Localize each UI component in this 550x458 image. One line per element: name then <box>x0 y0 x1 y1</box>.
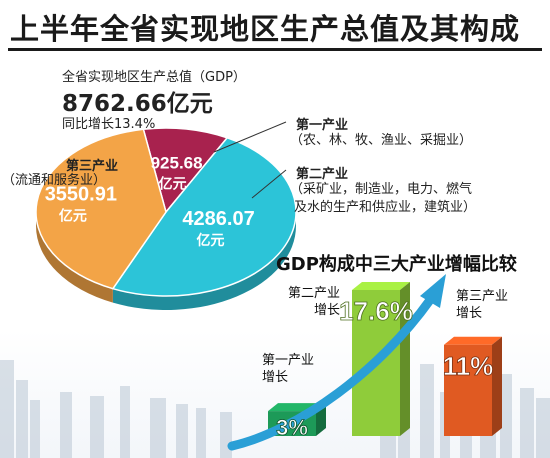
primary-industry-description: （农、林、牧、渔业、采掘业） <box>290 133 473 148</box>
bar-label-primary-line1: 第一产业 <box>262 353 315 368</box>
skyline-building <box>0 360 14 458</box>
pie-value-label-secondary: 4286.07 <box>182 208 254 230</box>
bar-value-label-bar_tertiary: 11% <box>443 351 494 381</box>
pie-slice-side-secondary <box>112 212 296 310</box>
growth-bar-chart <box>268 282 502 436</box>
growth-arrow-head <box>420 274 446 308</box>
gdp-total: 8762.66亿元 <box>62 91 213 117</box>
title-underline <box>8 48 542 51</box>
skyline-building <box>500 374 512 458</box>
skyline-building <box>520 388 534 458</box>
bar-side-bar_tertiary <box>492 336 502 436</box>
bar-label-secondary-line2: 增长 <box>314 303 341 318</box>
gdp-pie-chart <box>35 127 297 310</box>
pie-unit-label-secondary: 亿元 <box>197 232 225 249</box>
bar-value-label-bar_secondary: 17.6% <box>339 296 413 326</box>
bar-label-primary: 第一产业 增长 <box>262 352 314 386</box>
bar-top-bar_tertiary <box>444 336 502 345</box>
pie-slice-side-tertiary <box>36 212 113 303</box>
bar-label-tertiary-line2: 增长 <box>456 306 483 321</box>
bar-label-secondary-line1: 第二产业 <box>288 286 341 301</box>
pie-unit-label-tertiary: 亿元 <box>59 207 87 224</box>
leader-line-secondary <box>251 169 287 199</box>
secondary-industry-description-line1: （采矿业，制造业，电力、燃气 <box>290 182 473 197</box>
bar-bar_tertiary <box>444 344 492 436</box>
pie-value-label-primary: 925.68 <box>151 153 203 172</box>
pie-slice-primary <box>142 127 229 214</box>
skyline-building <box>420 364 434 458</box>
skyline-building <box>150 398 166 458</box>
tertiary-industry-description: （流通和服务业） <box>2 173 107 188</box>
pie-value-label-tertiary: 3550.91 <box>45 183 117 205</box>
bar-side-bar_secondary <box>400 282 410 436</box>
pie-slice-tertiary <box>35 128 167 290</box>
skyline-building <box>120 386 130 458</box>
gdp-growth: 同比增长13.4% <box>62 117 156 132</box>
growth-arrow <box>227 274 446 451</box>
bar-label-tertiary-line1: 第三产业 <box>456 289 509 304</box>
bar-label-secondary: 第二产业 增长 <box>288 285 340 319</box>
skyline-building <box>196 408 206 458</box>
skyline-building <box>220 412 232 458</box>
pie-unit-label-primary: 亿元 <box>159 175 187 192</box>
tertiary-industry-title: 第三产业 <box>66 159 119 174</box>
bar-chart-title: GDP构成中三大产业增幅比较 <box>276 254 517 275</box>
page-title: 上半年全省实现地区生产总值及其构成 <box>10 12 521 46</box>
secondary-industry-title: 第二产业 <box>296 167 349 182</box>
bar-value-label-bar_primary: 3% <box>276 415 308 440</box>
bar-label-primary-line2: 增长 <box>262 370 289 385</box>
leader-line-primary <box>213 121 287 153</box>
bar-label-tertiary: 第三产业 增长 <box>456 288 508 322</box>
skyline-building <box>60 392 72 458</box>
skyline-building <box>176 404 188 458</box>
chart-value-labels: 925.68 亿元 4286.07 亿元 3550.91 亿元 3% 17.6% 11% <box>45 153 494 440</box>
secondary-industry-description-line2: 及水的生产和供应业，建筑业） <box>294 200 477 215</box>
bar-top-bar_secondary <box>352 282 410 290</box>
skyline-building <box>90 396 104 458</box>
pie-leader-lines <box>213 121 287 199</box>
pie-slice-secondary <box>111 136 297 297</box>
gdp-caption: 全省实现地区生产总值（GDP） <box>62 70 246 85</box>
skyline-building <box>16 380 28 458</box>
primary-industry-title: 第一产业 <box>296 118 349 133</box>
skyline-building <box>30 400 40 458</box>
growth-arrow-shaft <box>227 295 435 451</box>
skyline-building <box>536 398 550 458</box>
